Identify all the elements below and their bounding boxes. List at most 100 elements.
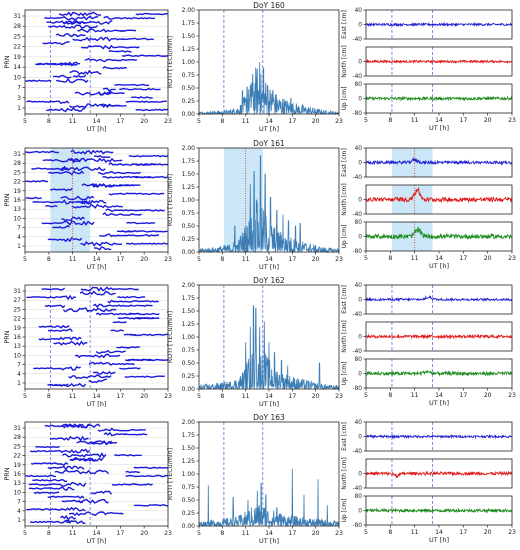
prn-track: [38, 324, 70, 329]
x-tick-label: 11: [242, 118, 250, 125]
prn-track: [88, 361, 135, 366]
enu-series-east: [365, 21, 513, 28]
y-tick-label: -40: [353, 175, 363, 181]
enu-series-north: [365, 333, 513, 340]
prn-track: [38, 336, 82, 341]
y-tick-label: 10: [13, 489, 21, 496]
enu-series-label: Up [cm]: [341, 87, 348, 111]
x-tick-label: 8: [220, 118, 224, 125]
prn-track: [45, 204, 58, 208]
enu-subplot-frame: [365, 458, 513, 489]
prn-track: [99, 233, 160, 238]
prn-track: [47, 495, 85, 500]
enu-panel-3: -40 0 40 East [cm] -40 0 North [cm] -80 0 80 Up [c…: [341, 420, 516, 544]
x-tick-label: 11: [69, 530, 77, 537]
x-tick-label: 8: [388, 392, 392, 399]
roti-plot-frame: [198, 147, 340, 253]
y-tick-label: 10: [13, 215, 21, 222]
y-axis-label: PRN: [3, 55, 11, 68]
x-tick-label: 11: [69, 118, 77, 125]
y-tick-label: 25: [13, 306, 21, 313]
y-tick-label: 1.75: [182, 20, 196, 27]
prn-track: [117, 316, 155, 320]
prn-track: [130, 333, 169, 337]
prn-track: [103, 16, 156, 20]
prn-track: [47, 328, 73, 333]
y-tick-label: -40: [353, 449, 363, 455]
y-tick-label: 80: [355, 82, 363, 88]
y-tick-label: 27: [13, 297, 21, 304]
x-axis-label: UT [h]: [87, 400, 107, 408]
x-tick-label: 5: [364, 117, 368, 124]
x-tick-label: 17: [116, 530, 124, 537]
y-tick-label: 2.00: [182, 7, 196, 14]
prn-track: [26, 100, 70, 105]
y-tick-label: 31: [13, 288, 21, 295]
y-tick-label: 16: [13, 334, 21, 341]
y-tick-label: 1.50: [182, 33, 196, 40]
y-tick-label: 0.00: [182, 111, 196, 118]
x-tick-label: 5: [197, 393, 201, 400]
enu-series-north: [365, 187, 513, 204]
roti-title: DoY 161: [253, 139, 285, 148]
enu-series-up: [365, 369, 513, 377]
prn-track: [93, 155, 111, 158]
prn-track: [41, 287, 66, 291]
y-axis-label: ROTI [TECu/min]: [167, 311, 174, 363]
x-tick-label: 20: [140, 393, 148, 400]
prn-track: [29, 519, 71, 524]
prn-track: [68, 157, 123, 164]
prn-track: [35, 61, 81, 67]
enu-series-up: [365, 95, 513, 102]
prn-track: [26, 294, 77, 301]
enu-series-label: East [cm]: [341, 148, 348, 177]
x-axis-label: UT [h]: [429, 536, 449, 544]
y-tick-label: 1.00: [182, 334, 196, 341]
enu-series-label: Up [cm]: [341, 499, 348, 523]
y-tick-label: 0: [358, 161, 362, 167]
x-tick-label: 11: [242, 256, 250, 263]
y-tick-label: 14: [13, 64, 21, 71]
prn-track: [52, 224, 70, 229]
y-tick-label: 31: [13, 425, 21, 432]
prn-track: [125, 100, 167, 103]
y-tick-label: 0: [358, 472, 362, 478]
prn-track: [78, 498, 109, 504]
y-tick-label: 0.75: [182, 72, 196, 79]
y-tick-label: 7: [17, 85, 21, 92]
enu-series-east: [365, 294, 513, 303]
roti-panel-3: 0.00 0.25 0.50 0.75 1.00 1.25 1.50 1.75 2.00 5 8 11…: [167, 413, 343, 545]
y-tick-label: 1.75: [182, 432, 196, 439]
x-tick-label: 8: [47, 393, 51, 400]
prn-track: [92, 370, 116, 375]
prn-track: [61, 499, 83, 504]
prn-track: [95, 312, 141, 316]
prn-track: [49, 478, 68, 483]
x-tick-label: 11: [411, 392, 419, 399]
prn-track: [108, 162, 156, 166]
prn-track: [53, 340, 88, 347]
prn-track: [111, 483, 153, 486]
x-tick-label: 8: [47, 118, 51, 125]
enu-panel-0: -40 0 40 East [cm] -40 0 North [cm] -80 0 80 Up [c…: [341, 8, 516, 132]
y-tick-label: 0.75: [182, 347, 196, 354]
x-tick-label: 23: [335, 118, 343, 125]
prn-track: [56, 77, 89, 84]
y-tick-label: -80: [353, 111, 363, 117]
x-tick-label: 14: [435, 392, 443, 399]
y-tick-label: 1.25: [182, 458, 196, 465]
x-axis-label: UT [h]: [259, 263, 279, 271]
x-tick-label: 11: [411, 529, 419, 536]
x-tick-label: 23: [164, 256, 172, 263]
prn-track: [35, 445, 61, 449]
prn-track: [98, 171, 141, 175]
prn-track: [126, 221, 156, 225]
x-axis-label: UT [h]: [87, 537, 107, 545]
prn-track: [44, 15, 99, 21]
prn-track: [114, 453, 142, 457]
enu-series-label: East [cm]: [341, 10, 348, 39]
y-axis-label: ROTI [TECu/min]: [167, 174, 174, 226]
y-tick-label: 0: [358, 335, 362, 341]
y-tick-label: 0: [358, 435, 362, 441]
